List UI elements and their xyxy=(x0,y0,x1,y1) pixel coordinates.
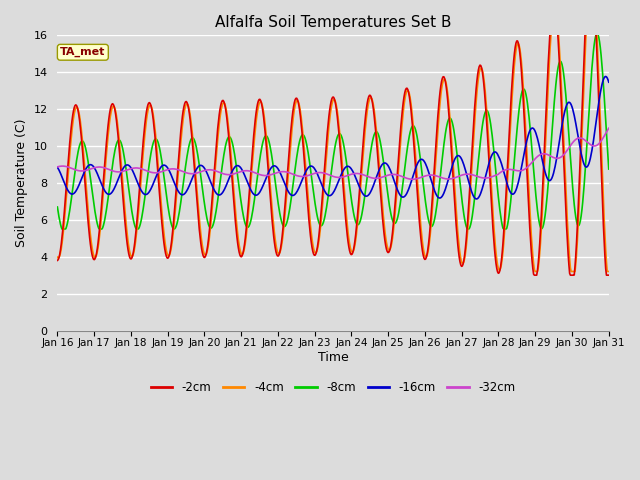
-2cm xyxy=(205,229,213,235)
-2cm xyxy=(605,272,612,278)
-32cm xyxy=(605,125,612,131)
-32cm xyxy=(63,164,71,170)
-32cm xyxy=(205,167,213,173)
-2cm xyxy=(416,227,424,233)
-4cm xyxy=(400,103,408,108)
-4cm xyxy=(176,148,184,154)
-8cm xyxy=(417,160,425,166)
-16cm xyxy=(120,164,128,170)
-32cm xyxy=(120,168,128,174)
-4cm xyxy=(54,254,61,260)
-4cm xyxy=(531,269,539,275)
-16cm xyxy=(205,176,213,181)
Line: -4cm: -4cm xyxy=(58,0,609,272)
-16cm xyxy=(472,196,480,202)
-2cm xyxy=(120,209,128,215)
-8cm xyxy=(206,225,214,230)
-4cm xyxy=(205,236,213,242)
-4cm xyxy=(605,269,612,275)
Line: -16cm: -16cm xyxy=(58,76,609,199)
-4cm xyxy=(416,215,424,221)
-8cm xyxy=(401,165,408,171)
X-axis label: Time: Time xyxy=(317,351,348,364)
-2cm xyxy=(54,258,61,264)
Legend: -2cm, -4cm, -8cm, -16cm, -32cm: -2cm, -4cm, -8cm, -16cm, -32cm xyxy=(147,376,520,398)
-2cm xyxy=(176,136,184,142)
-2cm xyxy=(63,169,71,175)
-32cm xyxy=(400,174,408,180)
Line: -8cm: -8cm xyxy=(58,34,609,229)
-16cm xyxy=(400,194,408,200)
-8cm xyxy=(54,204,61,210)
-8cm xyxy=(593,31,601,36)
-16cm xyxy=(176,191,184,196)
-32cm xyxy=(408,176,416,182)
-8cm xyxy=(121,158,129,164)
Text: TA_met: TA_met xyxy=(60,47,106,58)
Title: Alfalfa Soil Temperatures Set B: Alfalfa Soil Temperatures Set B xyxy=(215,15,451,30)
Line: -2cm: -2cm xyxy=(58,0,609,275)
-8cm xyxy=(177,199,185,204)
-16cm xyxy=(605,79,612,85)
-32cm xyxy=(417,175,425,180)
-16cm xyxy=(63,187,71,192)
-2cm xyxy=(400,94,408,100)
-8cm xyxy=(605,166,612,172)
-4cm xyxy=(63,181,71,187)
-32cm xyxy=(54,164,61,170)
-16cm xyxy=(54,165,61,170)
-2cm xyxy=(531,272,538,278)
-32cm xyxy=(176,168,184,173)
Line: -32cm: -32cm xyxy=(58,128,609,179)
-4cm xyxy=(120,197,128,203)
-8cm xyxy=(64,217,72,223)
-16cm xyxy=(602,73,609,79)
Y-axis label: Soil Temperature (C): Soil Temperature (C) xyxy=(15,119,28,247)
-16cm xyxy=(416,157,424,163)
-8cm xyxy=(58,226,66,232)
